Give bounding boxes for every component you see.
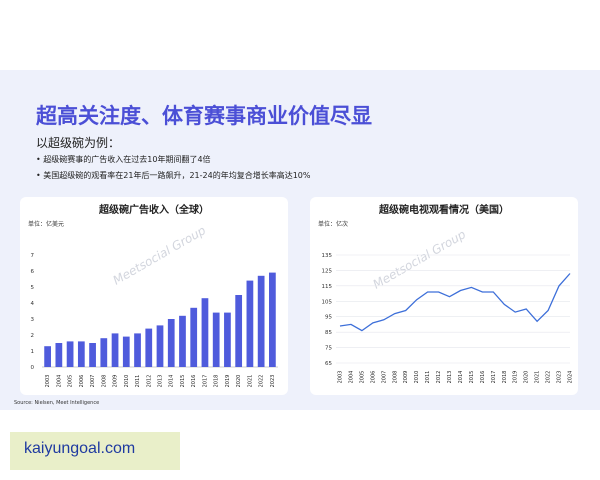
y-tick-label: 95	[325, 315, 332, 321]
x-tick-label: 2012	[436, 371, 442, 384]
x-tick-label: 2015	[469, 371, 475, 384]
x-tick-label: 2021	[247, 375, 253, 388]
bar-2017	[201, 298, 209, 367]
y-tick-label: 65	[325, 361, 332, 367]
y-tick-label: 125	[322, 268, 333, 274]
x-tick-label: 2006	[370, 371, 376, 384]
bar-2003	[44, 346, 51, 367]
x-tick-label: 2003	[45, 375, 51, 388]
y-tick-label: 135	[322, 253, 333, 259]
x-tick-label: 2017	[202, 375, 208, 388]
chart-unit-label: 单位：亿美元	[28, 220, 64, 228]
bar-2014	[167, 319, 175, 367]
x-tick-label: 2015	[180, 375, 186, 388]
x-tick-label: 2008	[101, 375, 107, 388]
y-tick-label: 4	[31, 301, 35, 307]
x-tick-label: 2022	[546, 371, 552, 384]
x-tick-label: 2014	[169, 375, 175, 388]
bar-2015	[179, 315, 186, 367]
bar-2016	[190, 307, 198, 367]
y-tick-label: 7	[31, 253, 35, 259]
x-tick-label: 2010	[414, 371, 420, 384]
x-tick-label: 2011	[425, 371, 431, 384]
bar-2008	[100, 338, 108, 367]
x-tick-label: 2023	[270, 375, 276, 388]
x-tick-label: 2005	[68, 375, 74, 388]
chart-title: 超级碗广告收入（全球）	[98, 203, 209, 216]
x-tick-label: 2004	[56, 375, 62, 388]
x-tick-label: 2019	[225, 375, 231, 388]
x-tick-label: 2013	[158, 375, 164, 388]
y-tick-label: 2	[31, 333, 35, 339]
bar-2010	[122, 336, 130, 367]
x-tick-label: 2006	[79, 375, 85, 388]
x-tick-label: 2009	[403, 371, 409, 384]
bar-2012	[145, 328, 153, 367]
bar-2011	[134, 333, 141, 367]
bar-2019	[224, 312, 231, 367]
ad-revenue-chart: 超级碗广告收入（全球） 单位：亿美元 Meetsocial Group 0 1 2 3…	[28, 203, 278, 388]
x-tick-label: 2023	[557, 371, 563, 384]
chart-title: 超级碗电视观看情况（美国）	[378, 203, 509, 216]
x-tick-label: 2008	[392, 371, 398, 384]
x-tick-label: 2007	[381, 371, 387, 384]
bar-2022	[257, 275, 265, 367]
y-tick-label: 0	[31, 365, 35, 371]
bullet-item: 美国超级碗的观看率在21年后一路飙升，21-24的年均复合增长率高达10%	[36, 168, 310, 184]
bar-2021	[246, 280, 254, 367]
meetsocial-logo-watermark: Meetsocial Group	[371, 227, 469, 292]
x-tick-label: 2005	[359, 371, 365, 384]
y-tick-label: 85	[325, 330, 332, 336]
bullet-item: 超级碗赛事的广告收入在过去10年期间翻了4倍	[36, 152, 310, 168]
bar-2005	[66, 341, 74, 367]
page-subtitle: 以超级碗为例：	[36, 136, 121, 150]
y-tick-label: 115	[322, 284, 333, 290]
bar-2006	[77, 341, 85, 367]
x-tick-label: 2018	[214, 375, 220, 388]
bar-2007	[89, 343, 96, 367]
y-tick-label: 105	[322, 299, 333, 305]
x-tick-label: 2016	[480, 371, 486, 384]
bar-2020	[235, 295, 243, 367]
bar-2009	[111, 333, 119, 367]
x-tick-label: 2010	[124, 375, 130, 388]
y-tick-label: 1	[31, 349, 35, 355]
site-watermark-text: kaiyungoal.com	[24, 440, 136, 457]
x-tick-label: 2022	[259, 375, 265, 388]
x-tick-label: 2021	[535, 371, 541, 384]
source-note: Source: Nielsen, Meet Intelligence	[14, 400, 100, 406]
x-tick-label: 2018	[502, 371, 508, 384]
x-tick-label: 2024	[568, 371, 574, 384]
tv-viewership-chart: 超级碗电视观看情况（美国） 单位：亿次 Meetsocial Group 65 7…	[318, 203, 574, 384]
y-tick-label: 75	[325, 346, 332, 352]
bar-2013	[156, 325, 164, 367]
x-tick-label: 2017	[491, 371, 497, 384]
x-tick-label: 2013	[447, 371, 453, 384]
page-title: 超高关注度、体育赛事商业价值尽显	[36, 104, 372, 128]
x-tick-label: 2007	[90, 375, 96, 388]
x-tick-label: 2003	[338, 371, 344, 384]
site-watermark-box	[10, 432, 180, 470]
x-tick-label: 2009	[113, 375, 119, 388]
y-tick-label: 5	[31, 285, 35, 291]
x-tick-label: 2016	[191, 375, 197, 388]
y-tick-label: 6	[31, 269, 35, 275]
chart-unit-label: 单位：亿次	[318, 220, 348, 228]
tv-viewership-chart-card: 超级碗电视观看情况（美国） 单位：亿次 Meetsocial Group 65 7…	[310, 197, 578, 395]
x-tick-label: 2019	[513, 371, 519, 384]
viewership-line	[339, 273, 571, 332]
x-tick-label: 2004	[348, 371, 354, 384]
x-tick-label: 2012	[146, 375, 152, 388]
x-tick-label: 2020	[524, 371, 530, 384]
bar-2018	[212, 312, 220, 367]
x-tick-label: 2011	[135, 375, 141, 388]
x-tick-label: 2014	[458, 371, 464, 384]
bar-2023	[269, 272, 276, 367]
bullet-list: 超级碗赛事的广告收入在过去10年期间翻了4倍 美国超级碗的观看率在21年后一路飙…	[36, 152, 310, 184]
x-tick-label: 2020	[236, 375, 242, 388]
meetsocial-logo-watermark: Meetsocial Group	[111, 223, 209, 288]
bar-2004	[55, 343, 63, 367]
y-tick-label: 3	[31, 317, 35, 323]
ad-revenue-chart-card: 超级碗广告收入（全球） 单位：亿美元 Meetsocial Group 0 1 2 3…	[20, 197, 288, 395]
